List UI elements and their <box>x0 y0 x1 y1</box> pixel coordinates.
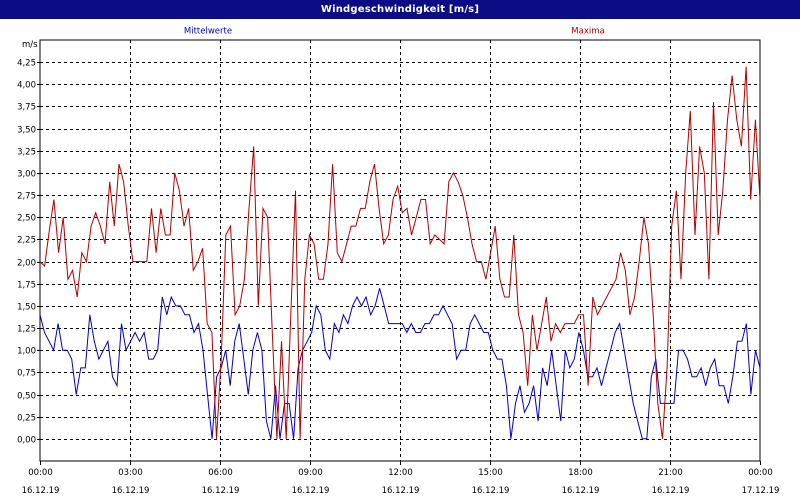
x-tick-date-label: 16.12.19 <box>202 486 240 496</box>
x-tick-time-label: 21:00 <box>658 468 683 478</box>
x-tick-date-label: 16.12.19 <box>112 486 150 496</box>
x-tick-time-label: 00:00 <box>748 468 773 478</box>
x-tick-date-label: 16.12.19 <box>292 486 330 496</box>
chart-title-bar: Windgeschwindigkeit [m/s] <box>0 0 800 19</box>
x-tick-time-label: 15:00 <box>478 468 503 478</box>
y-tick-label: 3,75 <box>17 103 36 113</box>
y-tick-label: 0,50 <box>17 392 36 402</box>
series-group <box>39 66 761 440</box>
x-tick-time-label: 03:00 <box>118 468 143 478</box>
y-tick-label: 2,00 <box>17 259 36 269</box>
x-tick-date-label: 16.12.19 <box>562 486 600 496</box>
y-tick-label: 2,75 <box>17 192 36 202</box>
x-tick-date-label: 16.12.19 <box>22 486 60 496</box>
y-axis-ticks: 4,25 4,00 3,75 3,50 3,25 3,00 2,75 2,50 2,25 2,00… <box>17 59 40 446</box>
chart-title: Windgeschwindigkeit [m/s] <box>320 4 480 15</box>
x-tick-date-label: 16.12.19 <box>472 486 510 496</box>
x-axis-ticks: 00:00 16.12.19 03:00 16.12.19 06:00 16.12.19 0… <box>22 461 780 496</box>
y-axis-label: m/s <box>22 40 38 50</box>
series-line-mittelwerte <box>39 288 761 440</box>
y-tick-label: 2,25 <box>17 236 36 246</box>
x-tick-date-label: 16.12.19 <box>382 486 420 496</box>
y-tick-label: 3,25 <box>17 148 36 158</box>
y-tick-label: 0,25 <box>17 414 36 424</box>
y-tick-label: 1,25 <box>17 325 36 335</box>
x-tick-time-label: 00:00 <box>28 468 53 478</box>
x-tick-time-label: 09:00 <box>298 468 323 478</box>
x-tick-time-label: 12:00 <box>388 468 413 478</box>
y-tick-label: 4,25 <box>17 59 36 69</box>
x-tick-date-label: 16.12.19 <box>652 486 690 496</box>
y-tick-label: 4,00 <box>17 81 36 91</box>
y-tick-label: 2,50 <box>17 214 36 224</box>
x-tick-time-label: 06:00 <box>208 468 233 478</box>
y-tick-label: 3,00 <box>17 170 36 180</box>
y-tick-label: 0,00 <box>17 436 36 446</box>
y-tick-label: 0,75 <box>17 369 36 379</box>
y-tick-label: 1,50 <box>17 303 36 313</box>
y-tick-label: 1,00 <box>17 347 36 357</box>
grid-lines <box>40 40 760 461</box>
legend-mean-label: Mittelwerte <box>184 27 232 37</box>
x-tick-time-label: 18:00 <box>568 468 593 478</box>
y-tick-label: 1,75 <box>17 281 36 291</box>
x-tick-date-label: 17.12.19 <box>742 486 780 496</box>
legend-max-label: Maxima <box>571 27 604 37</box>
series-line-maxima <box>39 66 761 439</box>
y-tick-label: 3,50 <box>17 126 36 136</box>
chart: 4,25 4,00 3,75 3,50 3,25 3,00 2,75 2,50 2,25 2,00… <box>17 27 780 497</box>
